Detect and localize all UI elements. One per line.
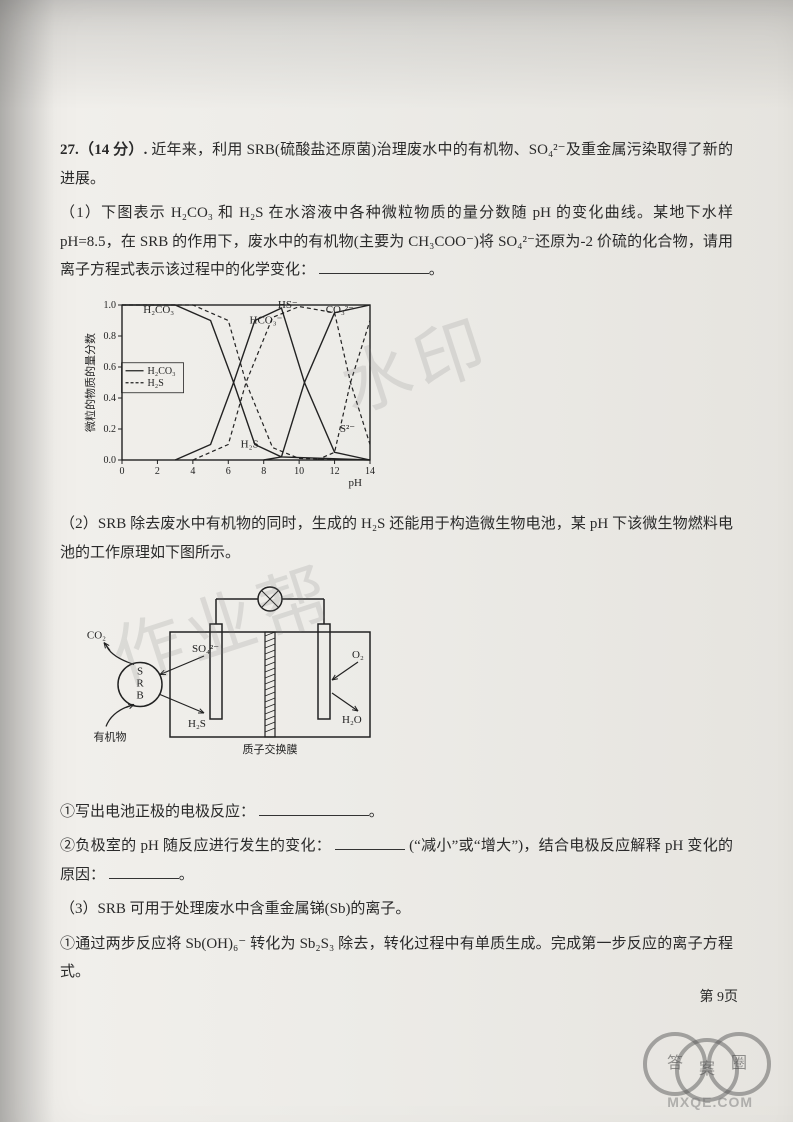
svg-text:R: R: [136, 678, 144, 690]
blank-ionic-eq[interactable]: [319, 258, 429, 274]
q27-intro: 27.（14 分）. 近年来，利用 SRB(硫酸盐还原菌)治理废水中的有机物、S…: [60, 136, 733, 193]
fraction-chart-svg: 0 2 4 6 8 10 12 14 0.0 0.2 0.4 0.6 0.8 1.0 pH 微粒的物质的量分数…: [80, 295, 380, 490]
q27-part3: （3）SRB 可用于处理废水中含重金属锑(Sb)的离子。: [60, 895, 733, 924]
q27-part2: （2）SRB 除去废水中有机物的同时，生成的 H₂S 还能用于构造微生物电池，某…: [60, 510, 733, 567]
blank-ph-change[interactable]: [335, 834, 405, 850]
q27-points: 14 分: [94, 142, 128, 158]
svg-text:S²⁻: S²⁻: [340, 423, 355, 435]
svg-text:O₂: O₂: [352, 649, 364, 661]
svg-text:1.0: 1.0: [104, 300, 117, 311]
q27-number: 27: [60, 142, 75, 158]
stamp-char-1: 答: [643, 1032, 707, 1096]
svg-text:0.0: 0.0: [104, 455, 117, 466]
svg-text:HCO₃⁻: HCO₃⁻: [250, 314, 283, 326]
svg-text:2: 2: [155, 466, 160, 477]
exam-page: 水印 作业帮 27.（14 分）. 近年来，利用 SRB(硫酸盐还原菌)治理废水…: [0, 0, 793, 1122]
svg-text:H₂CO₃: H₂CO₃: [148, 365, 176, 376]
svg-text:6: 6: [226, 466, 231, 477]
svg-text:H₂S: H₂S: [148, 377, 164, 388]
svg-text:pH: pH: [349, 477, 363, 489]
stamp-char-3: 圈: [707, 1032, 771, 1096]
svg-text:0.4: 0.4: [104, 393, 117, 404]
q27-2-1-text: ①写出电池正极的电极反应：: [60, 804, 255, 820]
svg-text:10: 10: [294, 466, 304, 477]
fuel-cell-svg: 质子交换膜 SRB CO₂ 有机物 SO₄²⁻ H₂S O₂ H₂O: [80, 577, 400, 777]
svg-text:B: B: [136, 690, 143, 702]
svg-text:有机物: 有机物: [94, 730, 127, 744]
svg-text:S: S: [137, 666, 143, 678]
svg-text:12: 12: [330, 466, 340, 477]
fraction-chart: 0 2 4 6 8 10 12 14 0.0 0.2 0.4 0.6 0.8 1.0 pH 微粒的物质的量分数…: [80, 295, 733, 501]
q27-part1: （1）下图表示 H₂CO₃ 和 H₂S 在水溶液中各种微粒物质的量分数随 pH …: [60, 199, 733, 285]
site-watermark: MXQE.COM: [667, 1089, 753, 1116]
q27-intro-text: 近年来，利用 SRB(硫酸盐还原菌)治理废水中的有机物、SO₄²⁻及重金属污染取…: [60, 142, 733, 187]
svg-text:HS⁻: HS⁻: [278, 299, 298, 311]
svg-text:CO₂: CO₂: [87, 630, 106, 642]
svg-text:H₂S: H₂S: [188, 718, 206, 730]
q27-2-1: ①写出电池正极的电极反应： 。: [60, 798, 733, 827]
q27-3-1: ①通过两步反应将 Sb(OH)₆⁻ 转化为 Sb₂S₃ 除去，转化过程中有单质生…: [60, 930, 733, 987]
q27-part3-text: （3）SRB 可用于处理废水中含重金属锑(Sb)的离子。: [60, 901, 410, 917]
svg-text:CO₃²⁻: CO₃²⁻: [326, 303, 354, 315]
svg-text:0.2: 0.2: [104, 424, 117, 435]
svg-text:质子交换膜: 质子交换膜: [243, 742, 298, 756]
q27-part2-text: （2）SRB 除去废水中有机物的同时，生成的 H₂S 还能用于构造微生物电池，某…: [60, 516, 733, 561]
q27-3-1-text: ①通过两步反应将 Sb(OH)₆⁻ 转化为 Sb₂S₃ 除去，转化过程中有单质生…: [60, 936, 733, 981]
svg-text:H₂S: H₂S: [241, 438, 259, 450]
svg-text:0.6: 0.6: [104, 362, 117, 373]
fuel-cell-diagram: 质子交换膜 SRB CO₂ 有机物 SO₄²⁻ H₂S O₂ H₂O: [80, 577, 733, 788]
q27-2-2a: ②负极室的 pH 随反应进行发生的变化：: [60, 838, 331, 854]
svg-text:SO₄²⁻: SO₄²⁻: [192, 643, 219, 655]
page-number: 第 9页: [700, 985, 739, 1012]
svg-text:H₂O: H₂O: [342, 714, 362, 726]
svg-text:0.8: 0.8: [104, 331, 117, 342]
svg-text:4: 4: [190, 466, 195, 477]
blank-ph-reason[interactable]: [109, 863, 179, 879]
svg-text:14: 14: [365, 466, 375, 477]
blank-cathode-eq[interactable]: [259, 800, 369, 816]
q27-2-2: ②负极室的 pH 随反应进行发生的变化： (“减小”或“增大”)，结合电极反应解…: [60, 832, 733, 889]
svg-text:微粒的物质的量分数: 微粒的物质的量分数: [83, 333, 97, 432]
svg-text:0: 0: [120, 466, 125, 477]
svg-text:8: 8: [261, 466, 266, 477]
